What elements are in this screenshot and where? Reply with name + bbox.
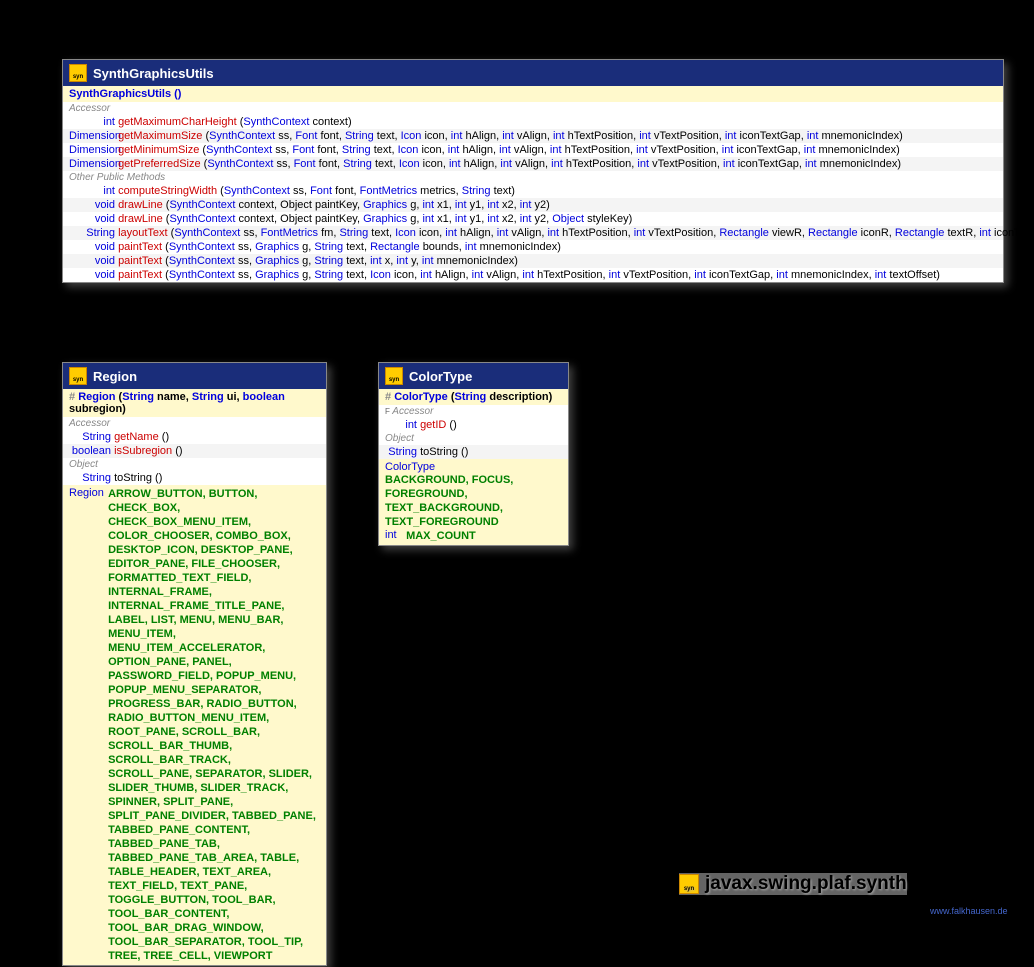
class-header: ColorType: [379, 363, 568, 389]
class-icon: [69, 64, 87, 82]
method-row[interactable]: void paintText (SynthContext ss, Graphic…: [63, 254, 1003, 268]
section-label: Object: [63, 458, 326, 471]
package-label: javax.swing.plaf.synth: [679, 873, 907, 895]
method-row[interactable]: String toString (): [379, 445, 568, 459]
methods-container: Accessorint getMaximumCharHeight (SynthC…: [63, 102, 1003, 282]
class-header: Region: [63, 363, 326, 389]
method-row[interactable]: void paintText (SynthContext ss, Graphic…: [63, 240, 1003, 254]
method-row[interactable]: int getID (): [379, 418, 568, 432]
class-title: Region: [93, 369, 137, 384]
section-label: Accessor: [63, 417, 326, 430]
methods-container: F Accessorint getID ()ObjectString toStr…: [379, 405, 568, 459]
class-box-colortype: ColorType # ColorType (String descriptio…: [378, 362, 569, 546]
method-row[interactable]: String getName (): [63, 430, 326, 444]
method-row[interactable]: int getMaximumCharHeight (SynthContext c…: [63, 115, 1003, 129]
class-icon: [385, 367, 403, 385]
package-icon: [679, 874, 699, 894]
method-row[interactable]: String layoutText (SynthContext ss, Font…: [63, 226, 1003, 240]
method-row[interactable]: int computeStringWidth (SynthContext ss,…: [63, 184, 1003, 198]
method-row[interactable]: Dimension getMaximumSize (SynthContext s…: [63, 129, 1003, 143]
method-row[interactable]: Dimension getMinimumSize (SynthContext s…: [63, 143, 1003, 157]
method-row[interactable]: void drawLine (SynthContext context, Obj…: [63, 212, 1003, 226]
constructor[interactable]: SynthGraphicsUtils (): [69, 88, 181, 100]
footer-link[interactable]: www.falkhausen.de: [930, 906, 1008, 916]
package-name: javax.swing.plaf.synth: [705, 873, 907, 895]
methods-container: AccessorString getName ()boolean isSubre…: [63, 417, 326, 485]
method-row[interactable]: Dimension getPreferredSize (SynthContext…: [63, 157, 1003, 171]
constructor-row: SynthGraphicsUtils (): [63, 86, 1003, 102]
section-label: F Accessor: [379, 405, 568, 418]
class-box-region: Region # Region (String name, String ui,…: [62, 362, 327, 966]
method-row[interactable]: boolean isSubregion (): [63, 444, 326, 458]
method-row[interactable]: void drawLine (SynthContext context, Obj…: [63, 198, 1003, 212]
section-label: Object: [379, 432, 568, 445]
method-row[interactable]: String toString (): [63, 471, 326, 485]
class-icon: [69, 367, 87, 385]
class-title: ColorType: [409, 369, 472, 384]
class-box-synthgraphicsutils: SynthGraphicsUtils SynthGraphicsUtils ()…: [62, 59, 1004, 283]
constructor-row: # ColorType (String description): [379, 389, 568, 405]
constructor-row: # Region (String name, String ui, boolea…: [63, 389, 326, 417]
method-row[interactable]: void paintText (SynthContext ss, Graphic…: [63, 268, 1003, 282]
section-label: Accessor: [63, 102, 1003, 115]
class-title: SynthGraphicsUtils: [93, 66, 214, 81]
section-label: Other Public Methods: [63, 171, 1003, 184]
constants-section: Region ARROW_BUTTON, BUTTON, CHECK_BOX, …: [63, 485, 326, 965]
class-header: SynthGraphicsUtils: [63, 60, 1003, 86]
constants-section: ColorType BACKGROUND, FOCUS, FOREGROUND,…: [379, 459, 568, 545]
